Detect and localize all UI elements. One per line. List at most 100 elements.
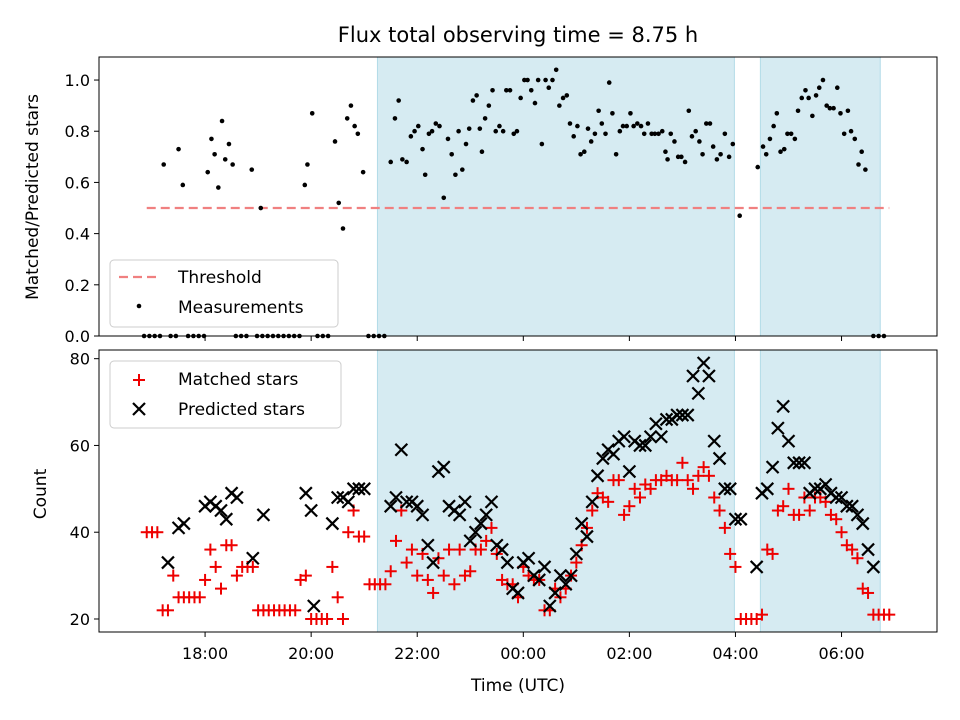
measurement-point [774,111,780,116]
measurement-point [641,131,647,137]
measurement-point [340,226,346,231]
predicted-star-point [712,451,727,466]
predicted-star-point [256,508,271,522]
measurement-point [599,121,605,126]
predicted-star-point [553,568,568,583]
matched-star-point [830,513,843,526]
measurement-point [532,100,538,106]
measurement-point [205,169,211,175]
matched-star-point [862,586,875,599]
chart-title: Flux total observing time = 8.75 h [338,23,698,47]
measurement-point [408,134,414,139]
measurement-point [466,126,472,131]
legend-predicted-label: Predicted stars [178,400,305,420]
measurement-point [441,195,447,201]
measurement-point [631,123,636,129]
predicted-star-point [410,499,425,513]
matched-star-point [326,560,339,573]
predicted-star-point [580,529,594,544]
measurement-point [737,213,742,218]
predicted-star-point [421,538,435,553]
predicted-star-point [304,503,318,518]
measurement-point [730,141,736,147]
measurement-point [578,151,583,157]
measurement-point [675,154,681,160]
measurement-point [649,131,654,137]
predicted-star-point [569,547,584,561]
measurement-point [610,111,615,116]
predicted-star-point [468,525,483,539]
legend-threshold-label: Threshold [177,268,262,288]
xtick-label: 00:00 [500,644,546,663]
measurement-point [856,162,861,167]
measurement-point [813,93,819,98]
measurement-point [486,103,492,108]
predicted-star-point [765,460,780,474]
measurement-point [219,118,225,124]
measurement-point [180,182,186,188]
matched-star-point [289,604,302,617]
predicted-star-point [834,490,849,505]
predicted-star-point [622,464,637,479]
measurement-point [518,95,523,101]
xtick-label: 20:00 [288,644,334,663]
predicted-star-point [463,534,478,548]
matched-star-point [570,556,583,569]
measurement-point [613,151,619,157]
bottom-legend-box [109,360,342,429]
predicted-star-point [728,512,743,526]
matched-star-point [724,547,737,560]
measurement-point [845,108,851,114]
measurement-point [332,139,338,144]
matched-star-point [204,543,217,556]
legend-measurements-label: Measurements [178,298,304,318]
predicted-star-point [797,456,812,470]
matched-star-point [448,578,461,591]
predicted-star-point [606,447,621,461]
measurement-point [535,77,541,83]
matched-star-point [421,573,434,586]
measurement-point [714,157,720,162]
measurement-point [348,103,354,108]
matched-star-point [803,504,816,517]
predicted-star-point [850,508,865,522]
predicted-star-point [840,499,854,513]
measurement-point [722,131,728,137]
matched-star-point [671,474,684,487]
measurement-point [848,128,854,134]
measurement-point [176,146,181,152]
predicted-star-point [691,386,706,401]
measurement-point [522,77,527,83]
predicted-star-point [299,486,313,500]
measurement-point [824,103,829,108]
predicted-star-point [543,599,557,613]
matched-star-point [400,556,413,569]
measurement-point [404,159,409,165]
ratio-panel: 0.0 0.2 0.4 0.6 0.8 1.0 Matched/Predicted sta… [23,56,938,346]
matched-star-point [702,469,715,482]
measurement-point [216,185,221,190]
measurement-point [656,131,661,137]
predicted-star-point [161,555,175,570]
predicted-star-point [670,408,684,422]
top-ytick-label: 0.2 [65,276,90,295]
matched-star-point [342,526,355,539]
matched-star-point [331,591,344,604]
bottom-ylabel: Count [31,468,51,519]
bot-ytick-label: 40 [70,523,90,542]
measurement-point [212,151,217,157]
measurement-point [360,169,366,175]
matched-star-point [443,543,456,556]
top-ytick-label: 0.6 [65,173,90,192]
predicted-star-point [436,460,451,474]
predicted-star-point [357,482,371,496]
predicted-star-point [617,429,631,444]
predicted-star-point [330,490,345,505]
top-observing-window-2 [759,56,881,337]
predicted-star-point [415,508,430,522]
predicted-star-point [325,516,340,531]
matched-star-point [193,591,206,604]
predicted-star-point [399,495,414,509]
measurement-point [763,151,769,157]
predicted-star-point [458,495,472,509]
